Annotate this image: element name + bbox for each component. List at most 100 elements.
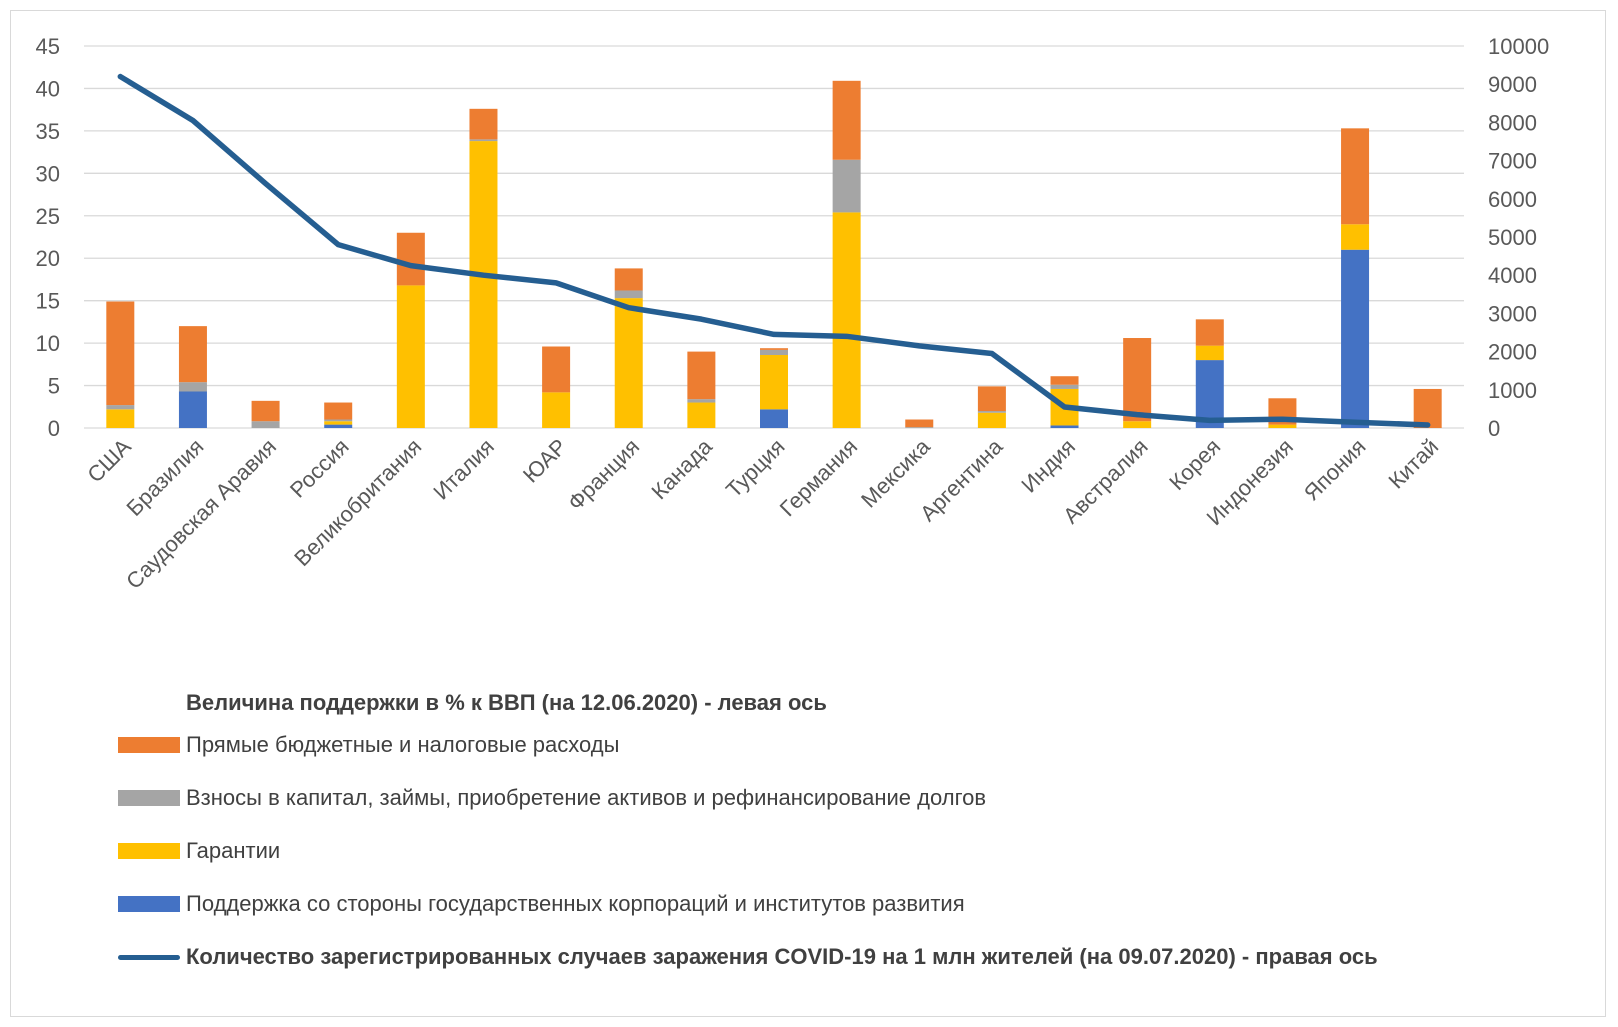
bar-capital (178, 382, 207, 392)
right-axis-tick-label: 5000 (1488, 225, 1537, 250)
left-axis-tick-label: 35 (36, 119, 60, 144)
right-axis-tick-label: 8000 (1488, 110, 1537, 135)
bar-capital (760, 349, 788, 355)
bar-direct (760, 348, 788, 350)
bar-direct (251, 400, 280, 422)
left-axis-tick-label: 5 (48, 374, 60, 399)
bar-direct (106, 301, 135, 406)
legend-label-cases: Количество зарегистрированных случаев за… (186, 944, 1378, 969)
bar-capital (614, 290, 643, 299)
bar-guarantees (542, 392, 571, 428)
bar-direct (1341, 128, 1370, 225)
bar-direct (542, 346, 571, 393)
bar-capital (905, 427, 934, 428)
category-label-3: Россия (285, 434, 354, 503)
cases-line-layer (117, 73, 1431, 428)
bar-direct (905, 419, 934, 428)
bar-corporations (760, 409, 788, 428)
bar-direct (614, 268, 643, 291)
bar-capital (469, 139, 498, 142)
right-axis-tick-label: 2000 (1488, 340, 1537, 365)
bar-direct (977, 386, 1006, 412)
category-label-18: Китай (1383, 434, 1443, 494)
bar-capital (106, 405, 135, 410)
left-axis-tick-label: 30 (36, 161, 60, 186)
legend-label-capital: Взносы в капитал, займы, приобретение ак… (186, 785, 987, 810)
bar-guarantees (832, 212, 861, 428)
bar-corporations (1341, 249, 1370, 428)
left-axis-tick-label: 25 (36, 204, 60, 229)
bar-guarantees (469, 141, 498, 428)
bar-direct (469, 108, 498, 140)
bar-corporations (1050, 425, 1079, 428)
bar-direct (832, 80, 861, 160)
left-axis-tick-label: 20 (36, 246, 60, 271)
left-axis-tick-label: 45 (36, 34, 60, 59)
category-label-0: США (82, 434, 136, 488)
bar-direct (1413, 388, 1442, 428)
legend-swatch-guarantees (118, 843, 180, 859)
left-axis-tick-label: 15 (36, 289, 60, 314)
legend-label-direct: Прямые бюджетные и налоговые расходы (186, 732, 620, 757)
right-axis-ticks: 0 1000 2000 3000 4000 5000 6000 7000 8000 9000 100… (1488, 34, 1549, 441)
bar-capital (1050, 384, 1079, 389)
bar-guarantees (1268, 424, 1297, 428)
bar-guarantees (106, 409, 135, 428)
category-label-5: Италия (428, 434, 499, 505)
legend-title: Величина поддержки в % к ВВП (на 12.06.2… (186, 690, 827, 715)
bar-guarantees (760, 354, 788, 410)
left-axis-tick-label: 0 (48, 416, 60, 441)
bar-direct (1195, 319, 1224, 346)
category-label-17: Япония (1299, 434, 1371, 506)
left-axis-ticks: 0 5 10 15 20 25 30 35 40 45 (36, 34, 60, 441)
bar-direct (1050, 376, 1079, 385)
bar-corporations (324, 424, 353, 428)
legend-swatch-corporations (118, 896, 180, 912)
chart-svg: 0 5 10 15 20 25 30 35 40 45 0 1000 2000 3000 4000 5000… (36, 34, 1550, 594)
bar-guarantees (977, 412, 1006, 428)
bar-guarantees (614, 298, 643, 428)
left-axis-tick-label: 40 (36, 76, 60, 101)
bar-guarantees (1341, 224, 1370, 250)
category-label-6: ЮАР (518, 434, 572, 488)
right-axis-tick-label: 6000 (1488, 187, 1537, 212)
bar-corporations (1195, 360, 1224, 428)
gridlines (84, 45, 1464, 429)
bar-corporations (178, 391, 207, 428)
legend-label-corporations: Поддержка со стороны государственных кор… (186, 891, 965, 916)
bar-direct (1123, 338, 1152, 422)
legend-item-capital: Взносы в капитал, займы, приобретение ак… (118, 783, 986, 813)
category-label-15: Корея (1164, 434, 1225, 495)
category-label-7: Франция (563, 434, 644, 515)
bars (106, 80, 1442, 428)
bar-guarantees (324, 421, 353, 425)
right-axis-tick-label: 1000 (1488, 378, 1537, 403)
bar-direct (178, 326, 207, 383)
legend-swatch-capital (118, 790, 180, 806)
category-label-10: Германия (775, 434, 862, 521)
bar-guarantees (396, 285, 425, 428)
chart-frame (10, 10, 1606, 1017)
bar-capital (832, 159, 861, 213)
legend-item-corporations: Поддержка со стороны государственных кор… (118, 889, 965, 919)
bar-direct (396, 232, 425, 286)
right-axis-tick-label: 0 (1488, 416, 1500, 441)
bar-guarantees (1195, 345, 1224, 361)
bar-guarantees (687, 402, 716, 428)
right-axis-tick-label: 10000 (1488, 34, 1549, 59)
category-label-13: Индия (1016, 434, 1080, 498)
legend-swatch-direct (118, 737, 180, 753)
legend-item-guarantees: Гарантии (118, 836, 280, 866)
category-label-4: Великобритания (289, 434, 426, 571)
bar-capital (977, 411, 1006, 413)
right-axis-tick-label: 3000 (1488, 301, 1537, 326)
category-label-9: Турция (721, 434, 790, 503)
bar-capital (251, 421, 280, 428)
left-axis-tick-label: 10 (36, 331, 60, 356)
bar-capital (324, 419, 353, 422)
category-label-8: Канада (647, 433, 718, 504)
right-axis-tick-label: 4000 (1488, 263, 1537, 288)
right-axis-tick-label: 7000 (1488, 149, 1537, 174)
right-axis-tick-label: 9000 (1488, 72, 1537, 97)
